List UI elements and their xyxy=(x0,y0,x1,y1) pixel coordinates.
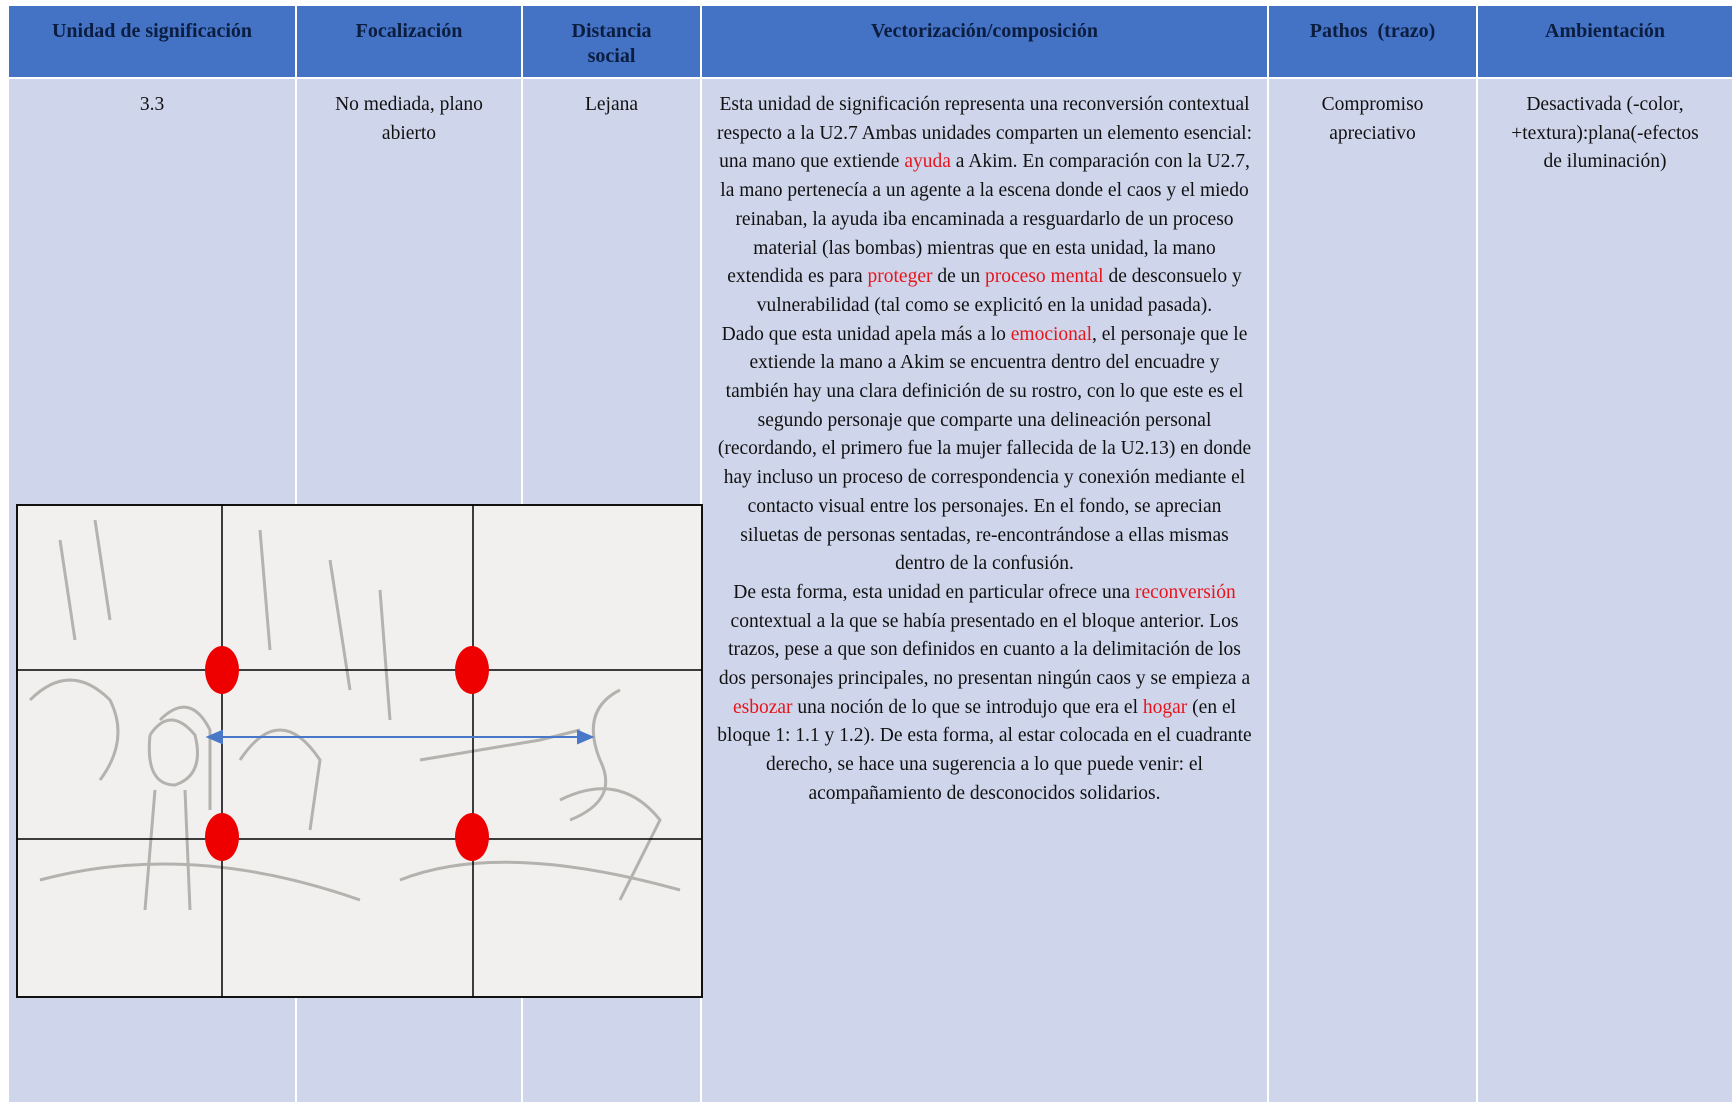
header-cell: Ambientación xyxy=(1478,6,1732,77)
highlighted-term: esbozar xyxy=(732,696,793,718)
header-cell: Pathos (trazo) xyxy=(1269,6,1476,77)
header-cell: Unidad de significación xyxy=(9,6,295,77)
text-run: , el personaje que le extiende la mano a… xyxy=(717,323,1252,575)
header-cell: Focalización xyxy=(297,6,521,77)
pathos-cell: Compromiso apreciativo xyxy=(1269,79,1476,1102)
paragraph: Dado que esta unidad apela más a lo emoc… xyxy=(716,321,1253,579)
unit-cell: 3.3 xyxy=(9,79,295,1102)
composition-cell: Esta unidad de significación representa … xyxy=(702,79,1267,1102)
text-run: Dado que esta unidad apela más a lo xyxy=(721,323,1011,345)
header-cell: Vectorización/composición xyxy=(702,6,1267,77)
text-run: contextual a la que se había presentado … xyxy=(718,610,1251,690)
ambience-cell: Desactivada (-color, +textura):plana(-ef… xyxy=(1478,79,1732,1102)
header-cell: Distancia social xyxy=(523,6,700,77)
highlighted-term: hogar xyxy=(1142,696,1188,718)
text-run: a Akim. En comparación con la U2.7, la m… xyxy=(720,151,1250,288)
paragraph: De esta forma, esta unidad en particular… xyxy=(716,579,1253,809)
highlighted-term: reconversión xyxy=(1135,581,1236,603)
text-run: de un xyxy=(932,266,986,288)
focalization-cell: No mediada, plano abierto xyxy=(297,79,521,1102)
paragraph: Esta unidad de significación representa … xyxy=(716,91,1253,321)
text-run: de desconsuelo y vulnerabilidad (tal com… xyxy=(756,266,1242,316)
text-run: una noción de lo que se introdujo que er… xyxy=(792,696,1143,718)
text-run: Esta unidad de significación representa … xyxy=(717,94,1252,173)
distance-cell: Lejana xyxy=(523,79,700,1102)
text-run: De esta forma, esta unidad en particular… xyxy=(733,581,1135,603)
highlighted-term: emocional xyxy=(1010,323,1092,345)
highlighted-term: ayuda xyxy=(904,151,951,173)
highlighted-term: proteger xyxy=(867,266,933,288)
text-run: (en el bloque 1: 1.1 y 1.2). De esta for… xyxy=(717,696,1252,804)
highlighted-term: proceso mental xyxy=(985,266,1104,288)
